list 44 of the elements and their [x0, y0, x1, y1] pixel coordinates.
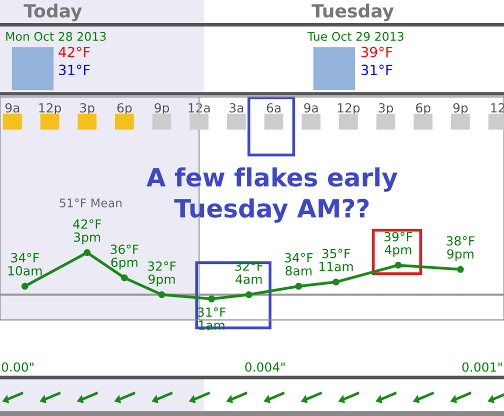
text: 31°F: [59, 64, 90, 76]
point: [456, 266, 464, 273]
text: Mon Oct 28 2013: [6, 32, 106, 41]
data-label: 36°F 6pm: [110, 244, 138, 270]
x-tick-label: 3p: [80, 103, 94, 115]
data-label: 38°F 9pm: [446, 236, 474, 262]
text: 0.001": [462, 362, 502, 372]
x-tick-label: 6a: [266, 103, 280, 113]
data-label: 32°F 4am: [235, 261, 263, 284]
point: [295, 282, 302, 290]
text: 39°F: [361, 46, 392, 58]
text: 0.004": [245, 362, 285, 372]
point: [84, 249, 91, 256]
data-label: 34°F 8am: [284, 252, 313, 276]
x-tick-label: 9p: [154, 103, 170, 115]
x-tick-label: 12p: [338, 103, 360, 115]
point: [245, 291, 252, 298]
x-tick-label: 9a: [5, 103, 20, 113]
text: Today: [24, 4, 82, 22]
data-label: 42°F 3pm: [73, 219, 102, 244]
x-tick-label: 9p: [453, 103, 468, 115]
point: [208, 295, 216, 302]
point: [120, 274, 128, 282]
x-tick-label: 3p: [378, 103, 394, 115]
text: Tue Oct 29 2013: [307, 32, 404, 41]
point: [394, 262, 402, 269]
data-label: 32°F 9pm: [148, 261, 176, 286]
point: [21, 282, 28, 290]
x-tick-label: 9a: [304, 103, 318, 113]
x-tick-label: 12p: [39, 103, 62, 115]
text: 31°F: [361, 64, 392, 76]
text: 42°F: [58, 46, 90, 58]
x-tick-label: 6p: [416, 103, 430, 115]
point: [332, 278, 340, 286]
text: 0.00": [2, 362, 34, 372]
point: [158, 291, 166, 298]
data-label: 35°F 11am: [320, 248, 353, 272]
x-tick-label: 3a: [230, 103, 244, 113]
data-label: 39°F 4pm: [384, 232, 412, 257]
x-tick-label: 6p: [117, 103, 132, 115]
annotation: A few flakes early Tuesday AM??: [146, 167, 398, 223]
annotation: 51°F Mean: [60, 198, 122, 208]
data-label: 34°F 10am: [8, 252, 42, 276]
text: Tuesday: [312, 4, 394, 22]
